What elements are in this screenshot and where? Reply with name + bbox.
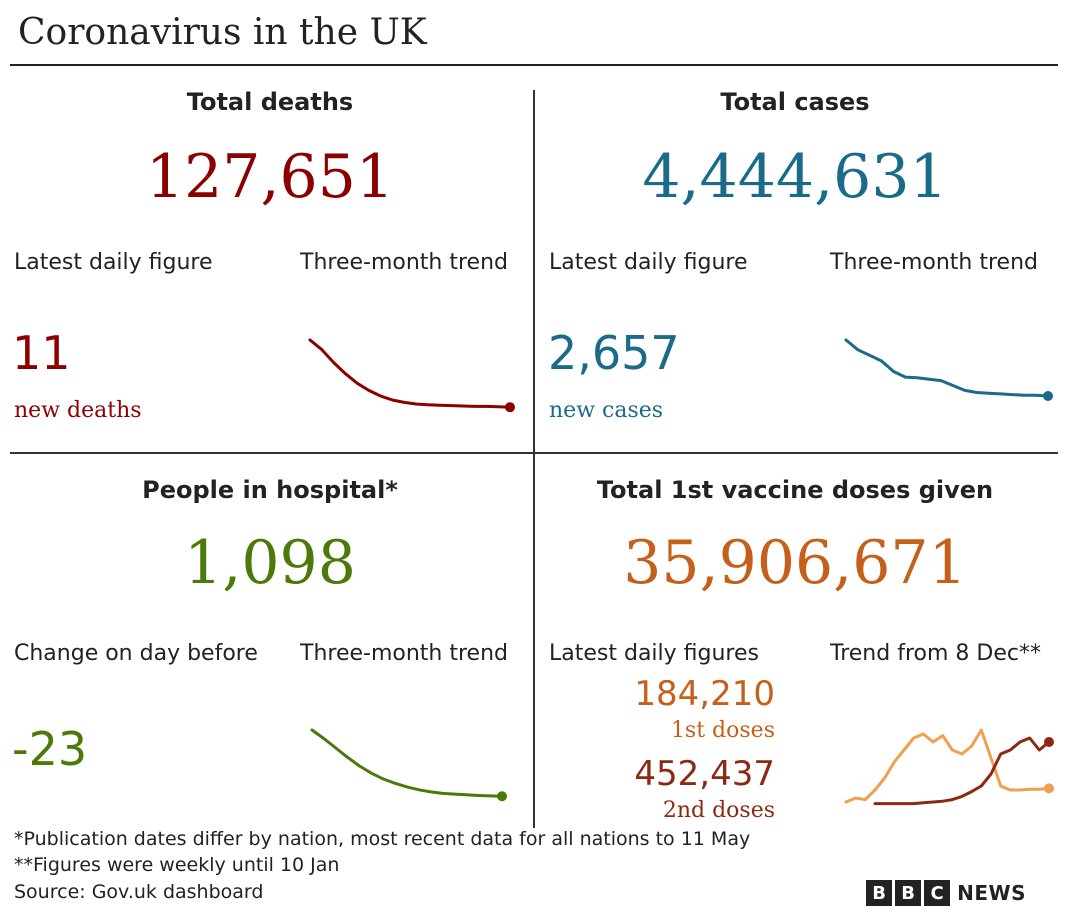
cases-trend-line xyxy=(844,338,1050,398)
deaths-latest-label: Latest daily figure xyxy=(14,250,213,275)
first-doses-label: 1st doses xyxy=(670,718,775,743)
deaths-latest-sub: new deaths xyxy=(14,398,142,423)
logo-word: NEWS xyxy=(957,881,1026,905)
hospital-total: 1,098 xyxy=(184,528,356,598)
second-doses-value: 452,437 xyxy=(634,754,775,794)
first-doses-value: 184,210 xyxy=(634,674,775,714)
logo-letter: C xyxy=(924,880,951,906)
logo-letter: B xyxy=(895,880,922,906)
vaccine-total: 35,906,671 xyxy=(623,528,967,598)
first-doses-trend-line xyxy=(844,728,1051,804)
source-note: Source: Gov.uk dashboard xyxy=(14,881,264,903)
vaccine-trend-chart xyxy=(844,728,1054,806)
hospital-latest-value: -23 xyxy=(12,722,88,776)
bbc-news-logo: B B C NEWS xyxy=(866,880,1026,906)
hospital-trend-line xyxy=(310,728,504,798)
hospital-heading: People in hospital* xyxy=(142,476,398,504)
cases-latest-sub: new cases xyxy=(549,398,664,423)
footnote-publication: *Publication dates differ by nation, mos… xyxy=(14,828,751,850)
deaths-trend-chart xyxy=(308,338,515,413)
vaccine-trend-label: Trend from 8 Dec** xyxy=(830,641,1041,666)
hospital-latest-label: Change on day before xyxy=(14,641,258,666)
deaths-latest-point xyxy=(505,402,515,413)
cases-trend-chart xyxy=(844,338,1053,401)
cases-total: 4,444,631 xyxy=(642,142,948,212)
cases-latest-label: Latest daily figure xyxy=(549,250,748,275)
cases-heading: Total cases xyxy=(720,88,870,116)
horizontal-divider xyxy=(10,452,1058,454)
title-rule xyxy=(10,64,1058,66)
hospital-trend-label: Three-month trend xyxy=(300,641,508,666)
second-doses-label: 2nd doses xyxy=(662,798,775,823)
first-doses-latest-point xyxy=(1044,783,1054,794)
logo-letter: B xyxy=(866,880,893,906)
deaths-trend-label: Three-month trend xyxy=(300,250,508,275)
second-doses-trend-line xyxy=(873,736,1051,806)
hospital-latest-point xyxy=(497,791,507,802)
hospital-trend-chart xyxy=(310,728,507,802)
vertical-divider xyxy=(533,90,535,828)
deaths-total: 127,651 xyxy=(145,142,395,212)
cases-latest-point xyxy=(1043,391,1053,401)
cases-trend-label: Three-month trend xyxy=(830,250,1038,275)
deaths-latest-value: 11 xyxy=(12,326,71,380)
footnote-weekly: **Figures were weekly until 10 Jan xyxy=(14,854,340,876)
cases-latest-value: 2,657 xyxy=(548,326,680,380)
deaths-heading: Total deaths xyxy=(186,88,354,116)
page-title: Coronavirus in the UK xyxy=(18,12,427,53)
vaccine-latest-label: Latest daily figures xyxy=(549,641,759,666)
vaccine-heading: Total 1st vaccine doses given xyxy=(596,476,994,504)
second-doses-latest-point xyxy=(1044,737,1054,747)
deaths-trend-line xyxy=(308,338,512,409)
